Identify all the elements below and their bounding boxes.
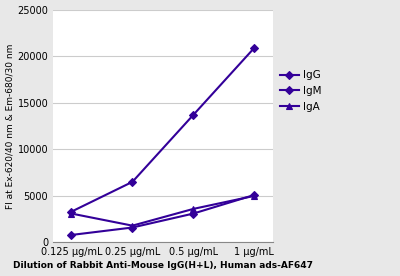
IgA [130, 224, 135, 227]
IgM [191, 212, 196, 215]
IgM [69, 233, 74, 237]
IgA [69, 212, 74, 215]
IgG [191, 113, 196, 116]
IgG [130, 180, 135, 184]
Line: IgG: IgG [68, 45, 257, 214]
IgM [130, 226, 135, 229]
IgA [191, 207, 196, 211]
IgG [69, 210, 74, 213]
Y-axis label: FI at Ex-620/40 nm & Em-680/30 nm: FI at Ex-620/40 nm & Em-680/30 nm [6, 43, 14, 209]
IgG [252, 46, 257, 49]
Line: IgM: IgM [68, 192, 257, 238]
IgA [252, 194, 257, 198]
Legend: IgG, IgM, IgA: IgG, IgM, IgA [280, 70, 322, 112]
X-axis label: Dilution of Rabbit Anti-Mouse IgG(H+L), Human ads-AF647: Dilution of Rabbit Anti-Mouse IgG(H+L), … [13, 261, 313, 270]
Line: IgA: IgA [68, 193, 257, 229]
IgM [252, 193, 257, 197]
